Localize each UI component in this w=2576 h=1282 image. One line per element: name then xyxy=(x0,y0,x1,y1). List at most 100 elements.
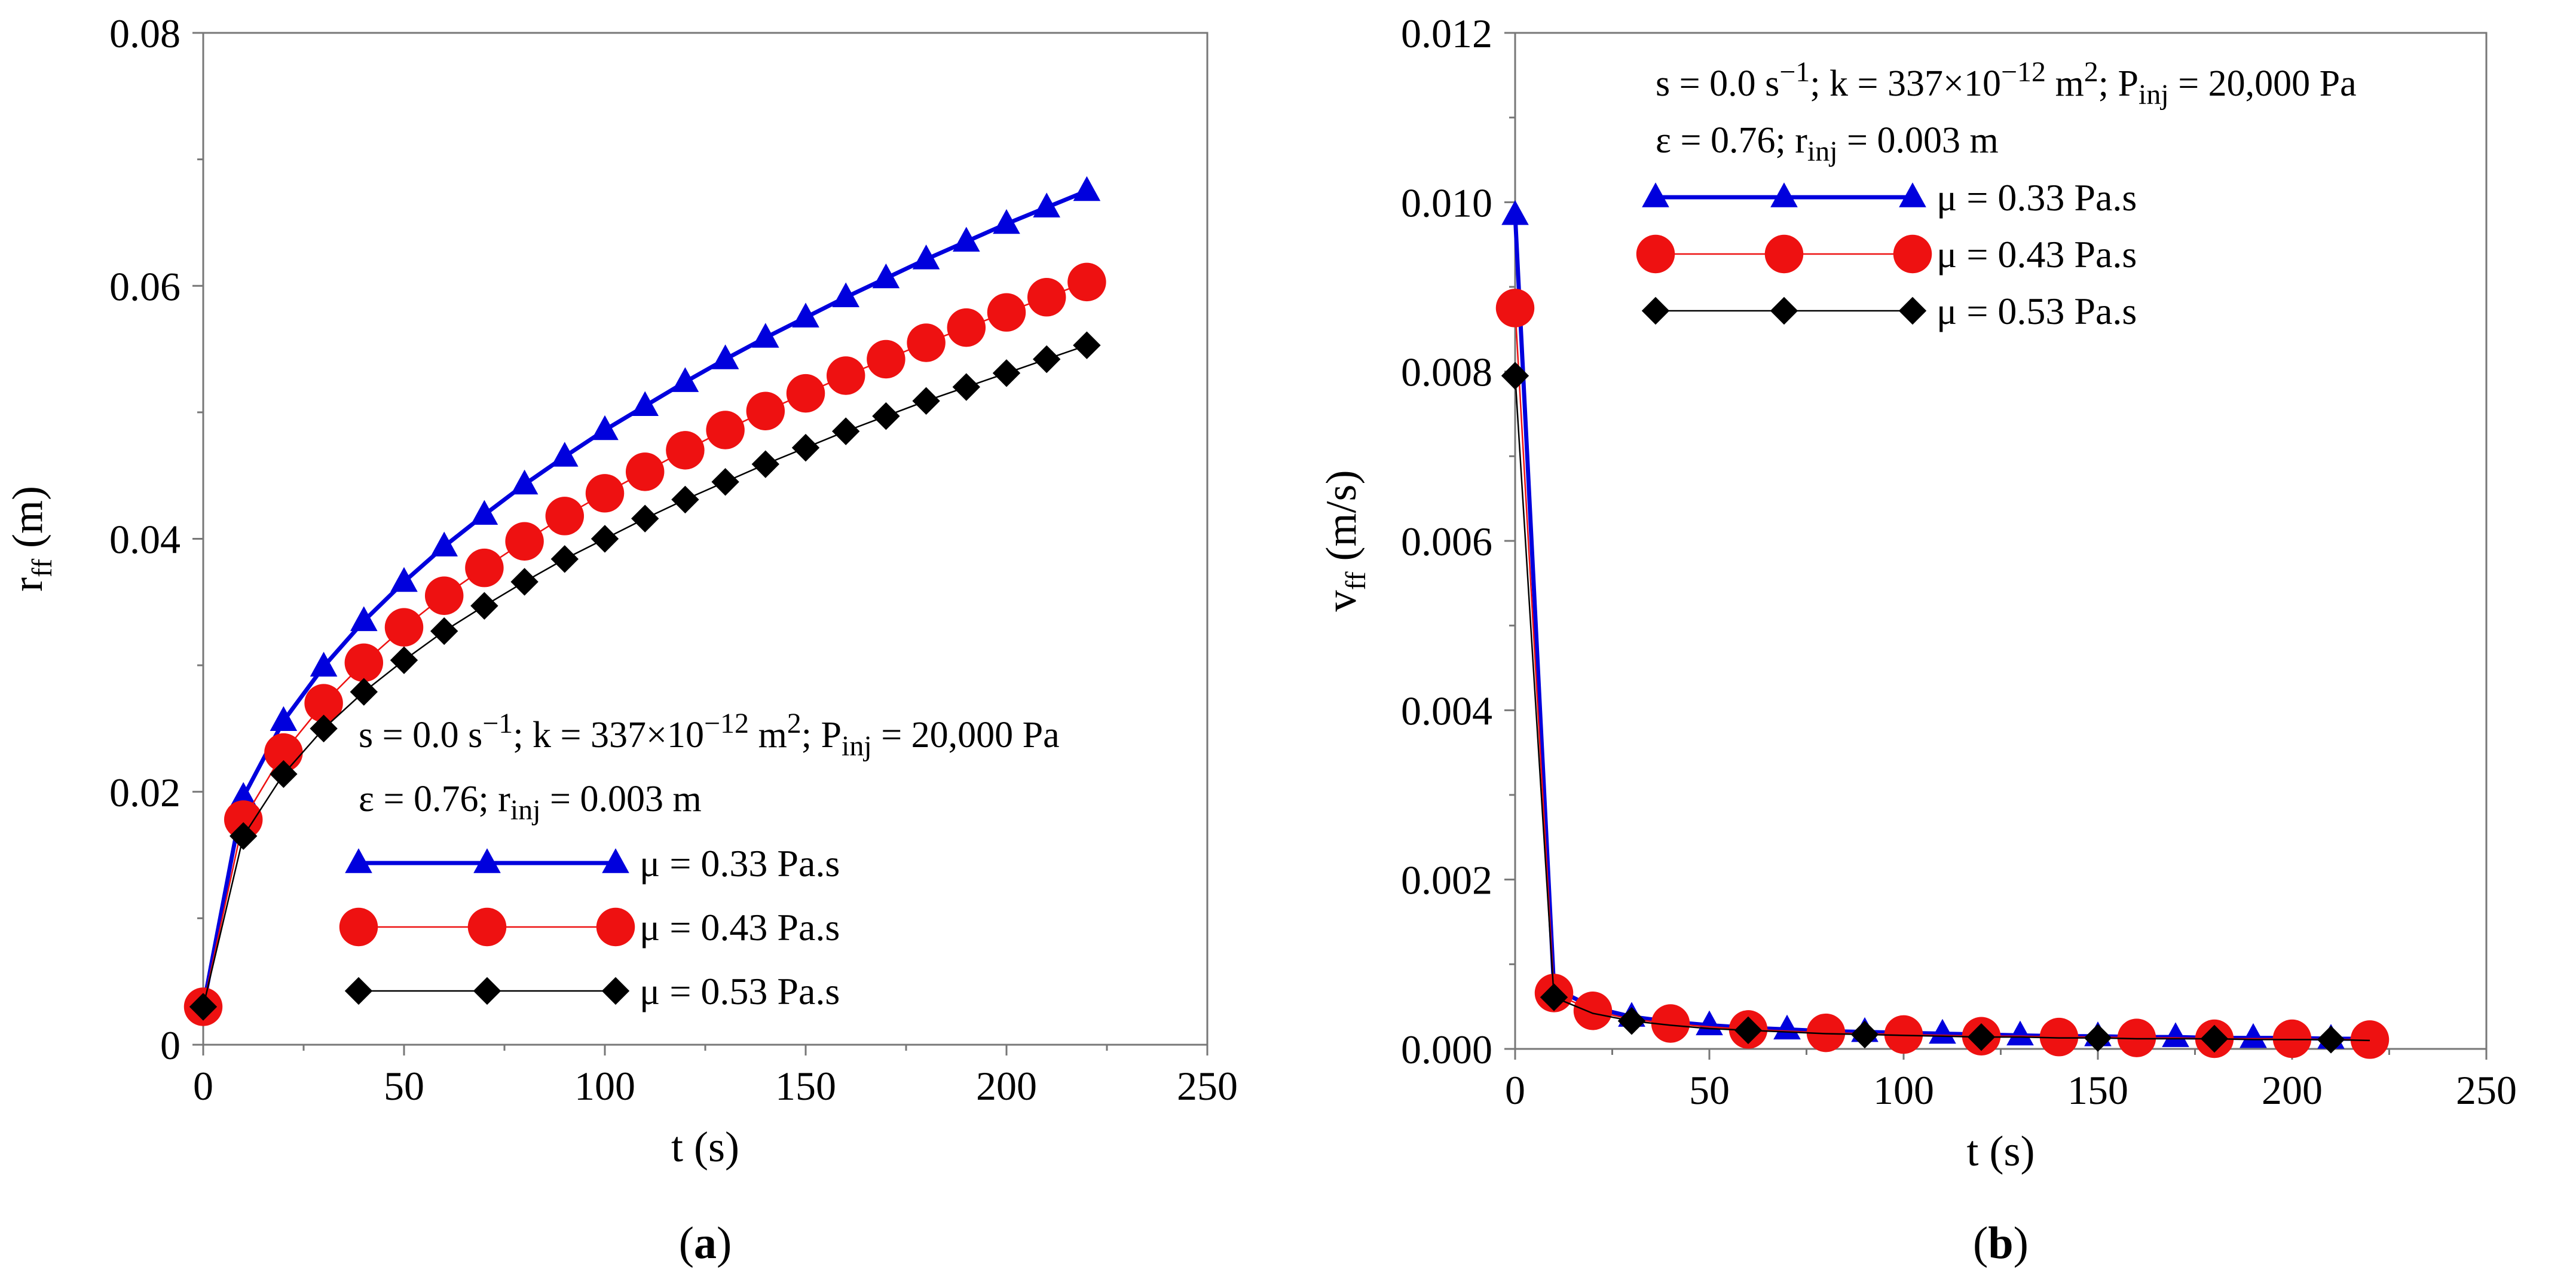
ann-k: ; k = 337×10 xyxy=(1810,63,2001,104)
data-point xyxy=(505,522,544,561)
data-point xyxy=(711,468,739,496)
data-point xyxy=(550,545,579,573)
data-point xyxy=(1806,1013,1846,1052)
ann-p-sub: inj xyxy=(842,730,872,762)
x-tick-label: 0 xyxy=(1505,1067,1525,1113)
data-point xyxy=(585,474,625,513)
data-point xyxy=(631,504,659,533)
x-tick-label: 50 xyxy=(384,1063,424,1109)
y-tick-label: 0.004 xyxy=(1401,688,1492,733)
data-point xyxy=(671,485,699,514)
data-point xyxy=(953,227,980,252)
legend-entry: μ = 0.33 Pa.s xyxy=(345,842,840,885)
data-point xyxy=(1929,1018,1956,1044)
ann-r-val: = 0.003 m xyxy=(541,779,702,819)
data-point xyxy=(2006,1020,2034,1046)
data-point xyxy=(2317,1026,2345,1054)
data-point xyxy=(551,442,579,467)
data-point xyxy=(230,822,258,850)
data-point xyxy=(384,608,424,647)
chart-panel-b: 0 50 100 150 200 250 0.000 0.002 0.004 0.006 0.008… xyxy=(1317,11,2517,1268)
series-line xyxy=(1514,308,2370,1041)
ann-r-sub: inj xyxy=(510,794,541,826)
data-point xyxy=(1573,992,1613,1030)
data-point xyxy=(1967,1023,1996,1051)
y-axis-unit: (m) xyxy=(4,486,51,559)
series-diamond xyxy=(1501,362,2370,1054)
data-point xyxy=(746,391,785,430)
legend-marker xyxy=(473,977,501,1005)
annotation-line-1: s = 0.0 s−1; k = 337×10−12 m2; Pinj = 20… xyxy=(359,708,1060,762)
ann-eps: ε = 0.76; r xyxy=(1656,120,1807,161)
ann-p: ; P xyxy=(801,715,842,755)
x-tick-label: 100 xyxy=(1873,1067,1934,1113)
ann-m-exp: 2 xyxy=(787,708,801,739)
data-point xyxy=(1617,1007,1646,1035)
data-point xyxy=(625,452,665,491)
data-point xyxy=(270,706,298,731)
data-point xyxy=(751,450,779,478)
legend-marker xyxy=(1641,296,1670,325)
y-tick-label: 0.008 xyxy=(1401,350,1492,395)
data-point xyxy=(424,576,464,615)
legend-marker xyxy=(1770,182,1798,207)
data-point xyxy=(947,308,986,347)
legend-marker xyxy=(1770,296,1798,325)
legend-label: μ = 0.53 Pa.s xyxy=(1936,290,2137,332)
legend-marker xyxy=(1899,182,1926,207)
data-point xyxy=(792,302,819,328)
y-tick-label: 0.006 xyxy=(1401,519,1492,564)
legend-marker xyxy=(1893,234,1932,274)
y-axis-title: rff (m) xyxy=(4,486,58,592)
data-point xyxy=(752,323,779,348)
data-point xyxy=(1073,331,1101,359)
ann-eps: ε = 0.76; r xyxy=(359,779,510,819)
panel-label-open: ( xyxy=(679,1218,694,1268)
data-point xyxy=(1495,289,1535,328)
data-point xyxy=(912,387,940,415)
y-tick-label: 0.02 xyxy=(109,770,180,815)
legend-marker xyxy=(1636,234,1675,274)
data-point xyxy=(872,402,900,430)
legend-marker xyxy=(344,977,373,1005)
series-circle xyxy=(1495,289,2390,1059)
data-point xyxy=(224,800,263,839)
chart-panel-a: 0 50 100 150 200 250 0 0.02 0.04 0.06 0.08 t (s) rff… xyxy=(4,11,1238,1268)
x-tick-label: 150 xyxy=(775,1063,836,1109)
x-tick-label: 0 xyxy=(193,1063,213,1109)
data-point xyxy=(992,359,1021,387)
data-point xyxy=(1773,1014,1801,1040)
legend-label: μ = 0.53 Pa.s xyxy=(640,970,840,1012)
y-axis-unit: (m/s) xyxy=(1317,470,1365,571)
legend-label: μ = 0.43 Pa.s xyxy=(640,906,840,949)
ann-r-val: = 0.003 m xyxy=(1838,120,1999,161)
data-point xyxy=(993,209,1020,234)
data-point xyxy=(430,531,458,556)
annotation-line-1: s = 0.0 s−1; k = 337×10−12 m2; Pinj = 20… xyxy=(1656,56,2357,111)
ann-m-exp: 2 xyxy=(2084,56,2098,88)
y-tick-label: 0.002 xyxy=(1401,858,1492,903)
data-point xyxy=(510,469,539,495)
legend-label: μ = 0.33 Pa.s xyxy=(640,842,840,885)
legend-entry: μ = 0.53 Pa.s xyxy=(1641,290,2137,332)
data-point xyxy=(189,993,218,1021)
data-point xyxy=(666,431,705,470)
data-point xyxy=(304,684,343,723)
legend-marker xyxy=(601,977,630,1005)
panel-label-open: ( xyxy=(1973,1218,1988,1268)
series-line xyxy=(1514,375,2370,1042)
y-axis-subscript: ff xyxy=(1340,571,1372,590)
ann-p-sub: inj xyxy=(2138,79,2169,111)
data-point xyxy=(1033,192,1060,218)
ann-s: s = 0.0 s xyxy=(359,715,482,755)
data-point xyxy=(1033,345,1061,374)
y-tick-label: 0.010 xyxy=(1401,180,1492,225)
data-point xyxy=(310,714,338,743)
x-tick-label: 200 xyxy=(976,1063,1037,1109)
data-point xyxy=(1501,200,1529,225)
x-tick-label: 250 xyxy=(2456,1067,2517,1113)
legend-marker xyxy=(596,907,635,947)
ann-k-exp: −12 xyxy=(2001,56,2046,88)
ann-r-sub: inj xyxy=(1807,136,1838,167)
data-point xyxy=(591,525,619,553)
